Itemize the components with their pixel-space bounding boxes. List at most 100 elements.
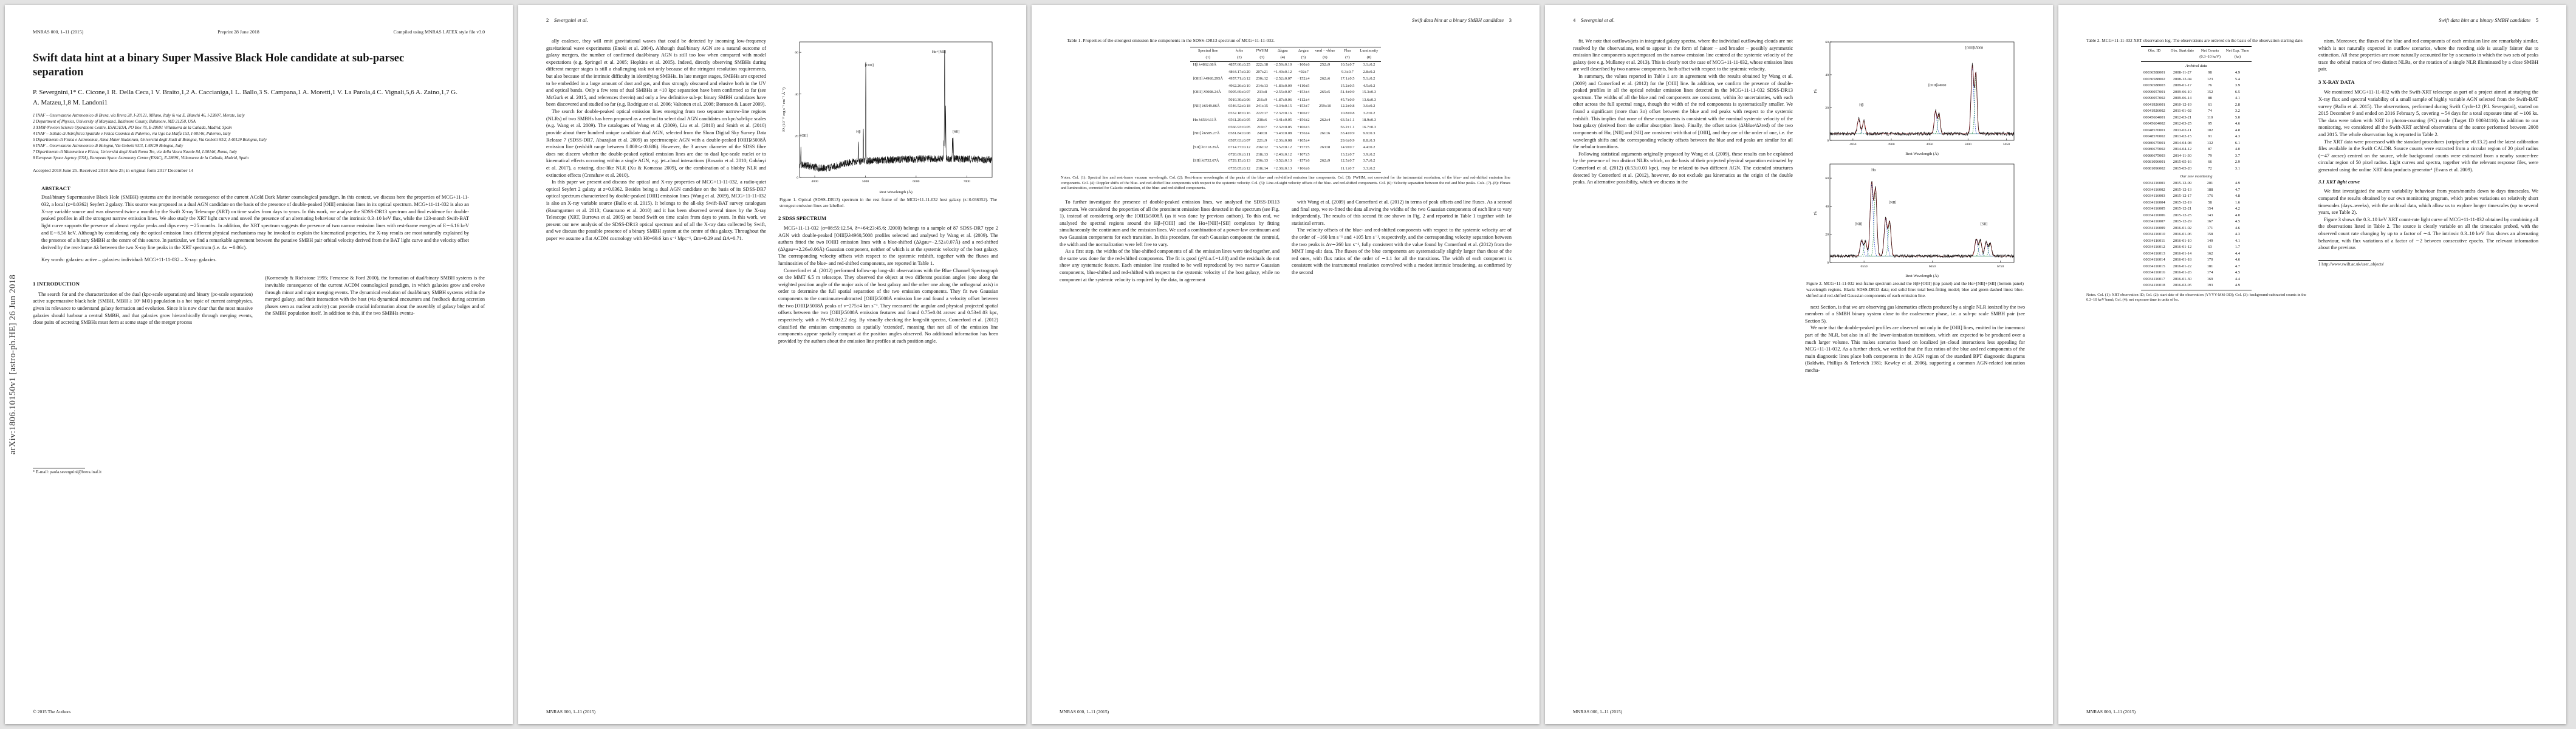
cell-start-date: 2016-01-10 [2173, 238, 2192, 243]
cell-start-date: 2009-06-14 [2173, 96, 2192, 101]
svg-text:Hα: Hα [1871, 168, 1876, 172]
figure2-top-panel: 4850 4900 4950 5000 5050 0 20 40 60 Hβ [OIII]λ4960… [1814, 41, 2015, 156]
table-row: 00080675002 2014-04-12 87 4.0 [2141, 146, 2252, 153]
paragraph: fit. We note that outflows/jets in integ… [1573, 38, 1793, 72]
svg-text:Fλ: Fλ [1814, 211, 1818, 216]
table-1-block: Table 1. Properties of the strongest emi… [1060, 38, 1512, 191]
table-row: 5010.30±0.06 216±9 +1.87±0.06 +112±4 45.… [1190, 96, 1381, 103]
page3-columns: To further investigate the presence of d… [1060, 199, 1512, 283]
cell-net-counts: 152 [2207, 89, 2213, 94]
table-row: 00041926002 2011-01-02 74 3.2 [2141, 108, 2252, 115]
cell-net-counts: 98 [2208, 70, 2212, 75]
cell-lambda-obs: 5010.30±0.06 [1228, 97, 1251, 102]
cell-delta-v: −153±4 [1297, 90, 1310, 95]
cell-delta-lambda: +1.83±0.09 [1273, 83, 1292, 88]
url-footnote: 1 http://www.swift.ac.uk/user_objects/ [2318, 261, 2385, 267]
cell-lambda-obs: 6587.63±0.07 [1228, 139, 1251, 143]
cell-luminosity: 13.6±0.3 [1362, 97, 1376, 102]
cell-net-counts: 193 [2196, 282, 2224, 290]
cell-start-date: 2010-12-19 [2173, 102, 2192, 107]
page1-column-left: 1 INTRODUCTION The search for and the ch… [33, 275, 253, 475]
cell-delta-lambda: +1.87±0.06 [1273, 97, 1292, 102]
cell-lambda-obs: 6552.18±0.16 [1228, 111, 1251, 116]
table-row: [SII] λ6718.29Å 6714.77±0.12 236±12 −3.5… [1190, 145, 1381, 151]
table-row: 6552.18±0.16 222±17 +2.32±0.16 +106±7 10… [1190, 109, 1381, 117]
cell-v-separation [1312, 82, 1338, 89]
page5-top-paragraphs: nism. Moreover, the fluxes of the blue a… [2318, 38, 2538, 73]
svg-text:4900: 4900 [1888, 143, 1894, 146]
arxiv-watermark: arXiv:1806.10150v1 [astro-ph.HE] 26 Jun … [8, 274, 18, 455]
cell-delta-lambda: −3.41±0.05 [1273, 117, 1292, 122]
paragraph: We note that the double-peaked profiles … [1805, 325, 2025, 374]
svg-text:[OIII]λ4960: [OIII]λ4960 [1928, 84, 1946, 87]
cell-exposure: 1.6 [2235, 200, 2240, 205]
cell-start-date: 2016-01-30 [2173, 276, 2192, 281]
column-units: (0.3–10 keV) [2196, 54, 2224, 62]
cell-fwhm: 238±6 [1256, 117, 1267, 122]
column-header: Obs. Start date [2168, 46, 2197, 55]
column-units [2140, 54, 2168, 62]
cell-luminosity: 3.3±0.2 [1357, 164, 1381, 174]
table-row: 00034116009 2016-01-02 171 4.6 [2141, 225, 2252, 231]
cell-delta-v: +110±5 [1297, 83, 1310, 88]
column-number: (6) [1312, 54, 1338, 62]
cell-exposure: 1.7 [2235, 245, 2240, 250]
table-row: [OIII] λ5008.24Å 5005.69±0.07 233±8 −2.5… [1190, 89, 1381, 96]
paragraph: Following statistical arguments original… [1573, 151, 1793, 185]
svg-text:20: 20 [1825, 106, 1829, 110]
column-header: Net Exp. Time [2223, 46, 2252, 55]
cell-delta-lambda: −3.34±0.15 [1273, 104, 1292, 108]
figure-1: 4000 5000 6000 7000 0 20 40 60 [OII] Hβ [OIII] Hα+[… [778, 38, 998, 209]
cell-start-date: 2015-12-25 [2173, 213, 2192, 217]
cell-start-date: 2015-12-17 [2173, 194, 2192, 199]
page-number: 5 [2535, 17, 2538, 23]
table-row: 00036588003 2009-01-17 76 3.9 [2141, 83, 2252, 89]
cell-flux: 9.3±0.7 [1341, 70, 1354, 75]
cell-obs-id: 00034116001 [2143, 181, 2165, 186]
cell-net-counts: 66 [2208, 160, 2212, 165]
table-row: 00034116003 2015-12-17 176 4.8 [2141, 193, 2252, 200]
affiliation: 3 XMM-Newton Science Operations Centre, … [33, 126, 232, 131]
cell-delta-lambda: +2.32±0.16 [1273, 111, 1292, 116]
cell-net-counts: 76 [2208, 83, 2212, 88]
table1-body: Hβ λ4862.68Å 4857.60±0.25 222±18 −2.59±0… [1190, 61, 1381, 174]
page5-columns: Table 2. MCG+11-11-032 XRT observation l… [2086, 38, 2538, 309]
cell-obs-id: 00080675001 [2143, 140, 2165, 145]
cell-net-counts: 123 [2207, 77, 2213, 81]
cell-obs-id: 00081096001 [2143, 160, 2165, 165]
cell-delta-v: −156±4 [1297, 131, 1310, 136]
cell-luminosity: 5.1±0.2 [1363, 76, 1375, 81]
page-3: Swift data hint at a binary SMBH candida… [1032, 5, 1540, 724]
svg-text:Rest Wavelength (Å): Rest Wavelength (Å) [1905, 151, 1939, 156]
table-row: 00045604002 2012-03-25 95 4.6 [2141, 121, 2252, 128]
svg-text:Rest Wavelength (Å): Rest Wavelength (Å) [1905, 273, 1939, 278]
column-header: vred − vblue [1312, 46, 1338, 55]
table-row: 00034116012 2016-01-12 63 1.7 [2141, 244, 2252, 251]
page4-column-right: 4850 4900 4950 5000 5050 0 20 40 60 Hβ [OIII]λ4960… [1805, 38, 2025, 374]
cell-fwhm: 222±18 [1256, 63, 1269, 67]
cell-lambda-obs: 6714.77±0.12 [1228, 145, 1251, 149]
column-number: (7) [1337, 54, 1357, 62]
cell-obs-id: 00048570001 [2143, 128, 2165, 132]
cell-luminosity: 3.9±0.2 [1363, 152, 1375, 157]
cell-exposure: 4.0 [2235, 213, 2240, 217]
cell-net-counts: 79 [2208, 153, 2212, 158]
svg-text:[OIII]λ5008: [OIII]λ5008 [1965, 46, 1983, 50]
abstract-text: Dual/binary Supermassive Black Hole (SMB… [41, 194, 469, 250]
cell-v-separation: 262±9 [1320, 159, 1331, 163]
table-row: 00041926001 2010-12-19 61 2.8 [2141, 102, 2252, 109]
svg-text:[SII]: [SII] [1981, 222, 1987, 226]
cell-net-counts: 61 [2208, 102, 2212, 107]
table-row: 00081096001 2015-05-16 66 2.9 [2141, 159, 2252, 166]
cell-delta-v: −153±7 [1297, 104, 1310, 108]
page-4: 4 Severgnini et al. fit. We note that ou… [1545, 5, 2053, 724]
cell-net-counts: 201 [2207, 181, 2213, 186]
affiliation: 2 Department of Physics, University of M… [33, 120, 196, 125]
cell-v-separation [1312, 96, 1338, 103]
intro-columns: 1 INTRODUCTION The search for and the ch… [33, 275, 485, 475]
svg-text:4850: 4850 [1849, 143, 1856, 146]
subsection-heading-xrt-light-curve: 3.1 XRT light curve [2318, 179, 2360, 185]
svg-text:6550: 6550 [1861, 265, 1868, 269]
cell-delta-v: +112±4 [1297, 97, 1310, 102]
svg-text:60: 60 [795, 51, 798, 55]
